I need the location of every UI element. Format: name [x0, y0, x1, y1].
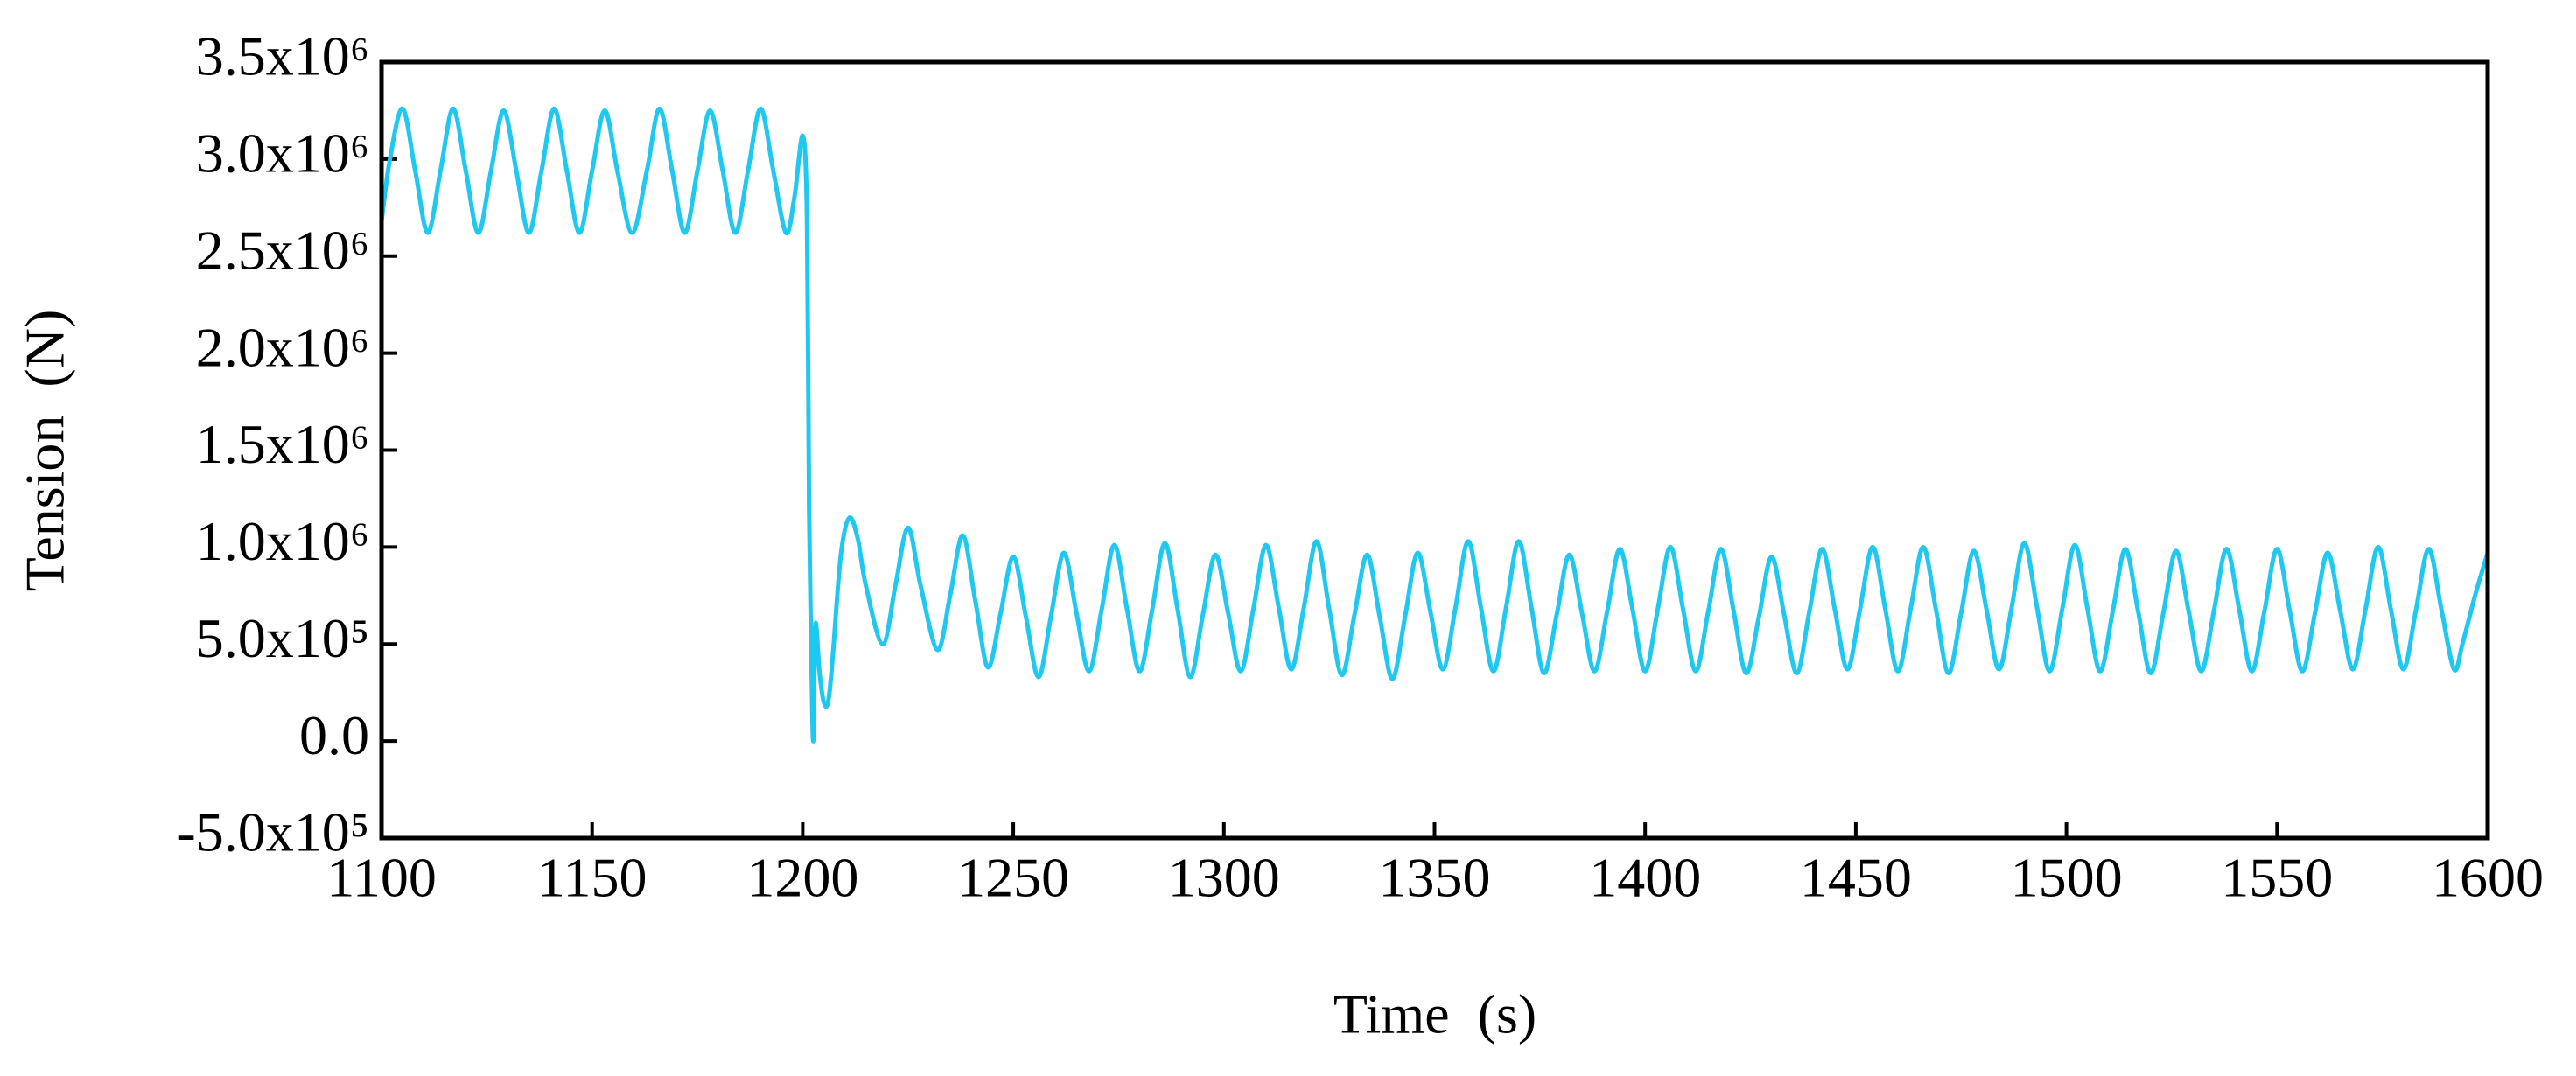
y-tick-label: 2.5x10⁶ — [196, 219, 369, 281]
y-tick-label: 1.0x10⁶ — [196, 510, 369, 572]
y-tick-label: 2.0x10⁶ — [196, 316, 369, 378]
x-tick-label: 1300 — [1168, 847, 1280, 909]
x-tick-label: 1550 — [2221, 847, 2333, 909]
x-tick-label: 1150 — [537, 847, 648, 909]
x-tick-label: 1600 — [2432, 847, 2544, 909]
x-tick-label: 1100 — [326, 847, 437, 909]
x-tick-label: 1350 — [1379, 847, 1491, 909]
y-tick-label: 0.0 — [299, 704, 369, 766]
x-tick-label: 1400 — [1589, 847, 1701, 909]
data-line — [379, 106, 2490, 744]
y-tick-label: 3.5x10⁶ — [196, 25, 369, 87]
y-tick-label: 5.0x10⁵ — [196, 607, 369, 669]
x-tick-label: 1500 — [2011, 847, 2123, 909]
y-tick-label: -5.0x10⁵ — [177, 801, 369, 863]
y-tick-label: 1.5x10⁶ — [196, 413, 369, 475]
y-tick-label: 3.0x10⁶ — [196, 122, 369, 185]
x-tick-label: 1250 — [957, 847, 1069, 909]
y-axis-title: Tension (N) — [14, 310, 76, 592]
x-tick-label: 1450 — [1800, 847, 1912, 909]
x-tick-label: 1200 — [746, 847, 858, 909]
plot-frame — [379, 59, 2490, 841]
x-axis-title: Time (s) — [1334, 983, 1536, 1045]
